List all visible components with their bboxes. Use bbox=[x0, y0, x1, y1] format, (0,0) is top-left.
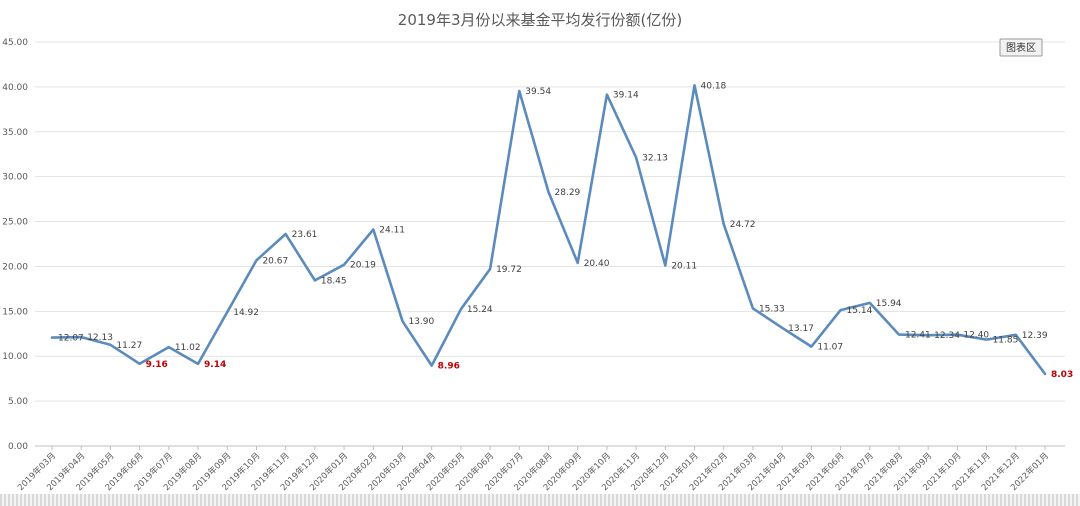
y-tick-label: 45.00 bbox=[2, 38, 28, 48]
data-label: 13.17 bbox=[788, 324, 814, 334]
legend-label: 图表区 bbox=[1006, 41, 1036, 54]
data-label: 14.92 bbox=[233, 308, 259, 318]
y-tick-label: 5.00 bbox=[8, 397, 28, 407]
data-label: 23.61 bbox=[292, 230, 318, 240]
x-axis-tick-labels: 2019年03月2019年04月2019年05月2019年06月2019年07月… bbox=[15, 446, 1051, 493]
data-label: 20.19 bbox=[350, 261, 376, 271]
data-label: 8.96 bbox=[438, 362, 460, 372]
data-label: 15.33 bbox=[759, 304, 785, 314]
y-tick-label: 40.00 bbox=[2, 83, 28, 93]
data-label: 20.40 bbox=[584, 259, 610, 269]
data-label: 15.94 bbox=[876, 299, 902, 309]
data-label: 24.11 bbox=[379, 226, 405, 236]
y-tick-label: 0.00 bbox=[8, 442, 28, 452]
data-label: 24.72 bbox=[730, 220, 756, 230]
y-tick-label: 20.00 bbox=[2, 262, 28, 272]
data-label: 9.16 bbox=[146, 360, 168, 370]
data-label: 40.18 bbox=[701, 81, 727, 91]
series-line bbox=[50, 84, 1047, 376]
gridlines bbox=[35, 41, 1065, 447]
data-label: 12.13 bbox=[87, 333, 113, 343]
data-label: 15.24 bbox=[467, 305, 493, 315]
data-label: 39.54 bbox=[525, 87, 551, 97]
y-tick-label: 30.00 bbox=[2, 173, 28, 183]
data-label: 8.03 bbox=[1051, 370, 1073, 380]
y-tick-label: 15.00 bbox=[2, 307, 28, 317]
legend-box[interactable] bbox=[999, 38, 1043, 57]
data-label: 13.90 bbox=[408, 317, 434, 327]
series-line-group bbox=[50, 84, 1047, 376]
data-label: 32.13 bbox=[642, 154, 668, 164]
data-label: 9.14 bbox=[204, 360, 226, 370]
data-label: 11.85 bbox=[993, 336, 1019, 346]
data-label: 11.27 bbox=[116, 341, 142, 351]
data-label: 12.40 bbox=[963, 331, 989, 341]
legend[interactable]: 图表区 bbox=[999, 38, 1043, 57]
data-label: 28.29 bbox=[555, 188, 581, 198]
data-label: 39.14 bbox=[613, 91, 639, 101]
data-label: 12.34 bbox=[934, 331, 960, 341]
data-label: 12.07 bbox=[58, 334, 84, 344]
y-tick-label: 35.00 bbox=[2, 128, 28, 138]
data-label: 20.11 bbox=[671, 261, 697, 271]
chart-title: 2019年3月份以来基金平均发行份额(亿份) bbox=[398, 11, 682, 29]
data-label: 19.72 bbox=[496, 265, 522, 275]
data-label: 12.41 bbox=[905, 331, 931, 341]
data-label: 15.14 bbox=[847, 306, 873, 316]
data-label: 18.45 bbox=[321, 276, 347, 286]
data-label: 12.39 bbox=[1022, 331, 1048, 341]
bottom-scroll-strip bbox=[0, 494, 1080, 506]
y-axis-tick-labels: 0.00 5.00 10.00 15.00 20.00 25.00 30.00 35.00 40… bbox=[2, 38, 28, 452]
y-tick-label: 25.00 bbox=[2, 218, 28, 228]
y-tick-label: 10.00 bbox=[2, 352, 28, 362]
data-label: 20.67 bbox=[262, 256, 288, 266]
data-label: 11.07 bbox=[817, 343, 843, 353]
data-label: 11.02 bbox=[175, 343, 201, 353]
